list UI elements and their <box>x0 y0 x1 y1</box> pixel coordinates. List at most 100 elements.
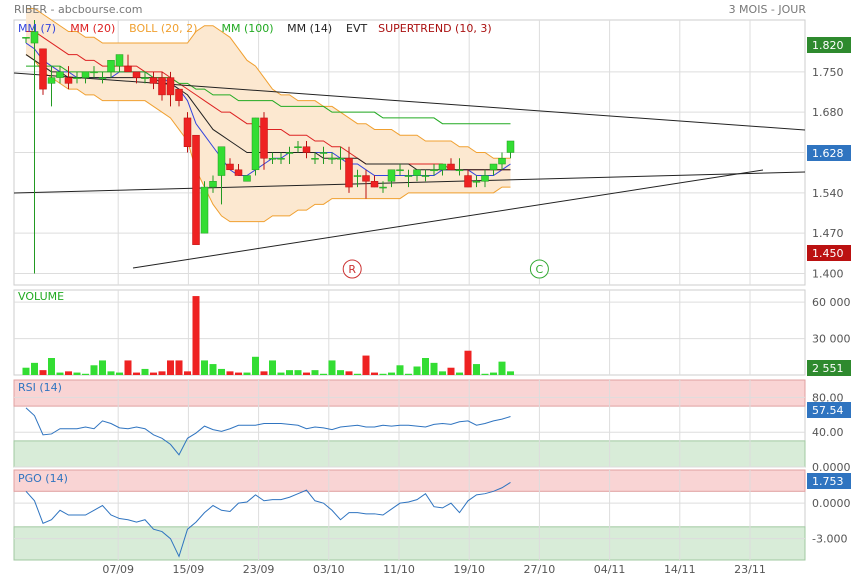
volume-bar <box>481 373 489 375</box>
volume-bar <box>31 362 38 375</box>
series-line-mm14 <box>25 54 511 171</box>
volume-bar <box>150 372 157 375</box>
bollinger-lower-line <box>25 54 511 223</box>
volume-bar <box>48 358 55 375</box>
candle-down <box>234 169 243 176</box>
volume-bar <box>490 372 497 375</box>
candle-down <box>124 65 132 73</box>
candle-up <box>472 181 481 183</box>
candle-down <box>166 77 175 96</box>
x-tick-label: 27/10 <box>524 563 556 576</box>
x-tick-label: 03/10 <box>313 563 345 576</box>
candle-up <box>430 169 438 172</box>
legend-item: MM (14) <box>287 22 332 35</box>
candle-up <box>353 175 362 177</box>
candle-up <box>438 163 447 171</box>
candle-down <box>183 117 192 147</box>
panel-vol <box>13 289 806 376</box>
volume-bar <box>447 367 455 375</box>
trendline-mid <box>13 171 806 194</box>
legend-item: EVT <box>346 22 367 35</box>
volume-bar <box>167 360 174 375</box>
series-line-mm20 <box>26 31 511 171</box>
volume-bar <box>430 362 438 375</box>
candle-up <box>115 54 124 67</box>
candle-down <box>175 88 183 101</box>
x-tick-label: 23/09 <box>243 563 275 576</box>
candle-up <box>277 158 285 160</box>
x-tick-label: 15/09 <box>173 563 205 576</box>
candle-up <box>387 169 396 182</box>
candle-up <box>251 117 260 171</box>
legend-item: BOLL (20, 2) <box>129 22 197 35</box>
legend-item: MM (20) <box>70 22 115 35</box>
candle-up <box>200 186 209 234</box>
badge-low-price <box>807 245 851 261</box>
candle-up <box>285 152 294 154</box>
volume-bar <box>277 372 285 375</box>
pgo-lower-zone <box>13 526 806 561</box>
candle-up <box>81 71 90 78</box>
badge-rsi <box>807 402 851 418</box>
candle-down <box>158 77 166 96</box>
volume-bar <box>294 370 302 375</box>
candle-up <box>47 77 56 84</box>
event-marker <box>529 259 549 279</box>
pgo-tick-label: -3.000 <box>812 533 847 546</box>
pgo-tick-label: 0.0000 <box>812 497 851 510</box>
volume-bar <box>405 373 412 375</box>
badge-volume-text: 2 551 <box>812 362 844 375</box>
candle-up <box>481 175 489 182</box>
candle-up <box>243 175 251 182</box>
volume-bar <box>99 360 106 375</box>
price-tick-label: 1.750 <box>812 66 844 79</box>
volume-bar <box>260 371 268 375</box>
candle-down <box>260 117 268 159</box>
badge-rsi-text: 57.54 <box>812 404 844 417</box>
candle-up <box>217 146 226 176</box>
candle-down <box>149 77 158 84</box>
volume-bar <box>456 372 463 375</box>
volume-bar <box>73 372 81 375</box>
volume-bar <box>65 371 72 375</box>
candle-down <box>447 163 455 171</box>
volume-bar <box>337 370 344 375</box>
candle-up <box>506 140 515 153</box>
x-tick-label: 14/11 <box>664 563 696 576</box>
candle-up <box>498 158 506 165</box>
legend-item: SUPERTREND (10, 3) <box>378 22 492 35</box>
rsi-tick-label: 40.00 <box>812 426 844 439</box>
badge-low-price-text: 1.450 <box>812 247 844 260</box>
candle-down <box>370 181 379 188</box>
volume-bar <box>133 372 140 375</box>
pgo-panel-title: PGO (14) <box>18 472 68 485</box>
volume-bar <box>158 371 166 375</box>
candle-up <box>22 37 30 39</box>
volume-bar <box>82 373 89 375</box>
bollinger-band-fill <box>26 8 511 222</box>
volume-bar <box>209 364 217 375</box>
volume-bar <box>226 371 234 375</box>
volume-bar <box>473 364 480 375</box>
pgo-line <box>25 482 511 558</box>
candle-up <box>268 158 277 160</box>
legend-item: MM (7) <box>18 22 56 35</box>
badge-pgo <box>807 473 851 489</box>
chart-symbol: RIBER - abcbourse.com <box>14 3 142 16</box>
volume-tick-label: 60 000 <box>812 296 851 309</box>
candle-up <box>209 181 217 188</box>
candle-up <box>455 169 464 172</box>
x-tick-label: 11/10 <box>383 563 415 576</box>
volume-bar <box>286 370 293 375</box>
candle-down <box>132 71 141 78</box>
volume-bar <box>90 365 98 375</box>
volume-bar <box>328 360 336 375</box>
candle-up <box>90 71 98 74</box>
volume-bar <box>124 360 132 375</box>
candle-up <box>107 60 115 73</box>
candle-up <box>141 77 149 79</box>
candle-up <box>98 77 107 79</box>
candle-up <box>328 158 336 160</box>
candle-up <box>379 186 387 189</box>
candle-down <box>39 48 47 90</box>
